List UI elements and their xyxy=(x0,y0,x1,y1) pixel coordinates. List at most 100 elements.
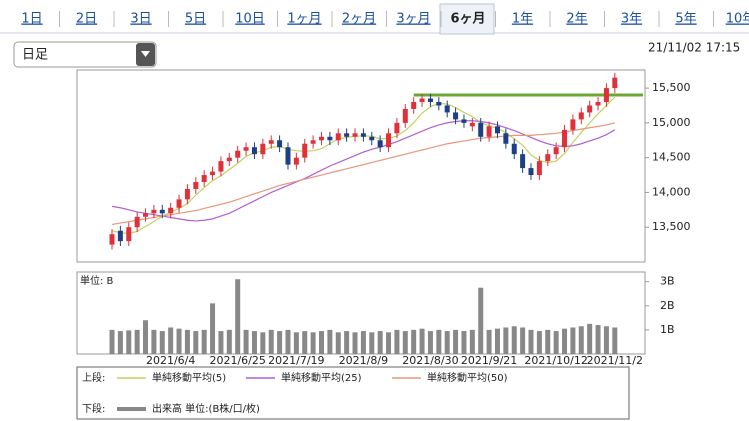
volume-bar xyxy=(562,328,568,354)
tab[interactable]: 5年 xyxy=(675,12,696,27)
legend-label: 単純移動平均(5) xyxy=(152,371,226,384)
active-tab-box xyxy=(439,3,495,35)
y-tick-label: 14,500 xyxy=(652,151,691,164)
volume-bar xyxy=(243,329,249,354)
candle-body xyxy=(176,199,182,208)
candle-body xyxy=(595,102,601,106)
tab[interactable]: 3日 xyxy=(130,12,151,27)
candle-body xyxy=(562,129,568,148)
candle-body xyxy=(327,136,333,141)
tab[interactable]: 10年 xyxy=(726,12,749,27)
candle-body xyxy=(511,143,517,155)
candle-body xyxy=(570,119,576,130)
volume-bar xyxy=(402,331,408,354)
candle-body xyxy=(143,213,149,217)
candle-body xyxy=(184,188,190,200)
tab[interactable]: 3年 xyxy=(621,12,642,27)
tab[interactable]: 6ヶ月 xyxy=(450,12,485,27)
dropdown-label[interactable]: 日足 xyxy=(22,48,48,63)
volume-bar xyxy=(226,329,232,354)
y-tick-label: 2B xyxy=(660,299,675,312)
volume-bar xyxy=(444,331,450,354)
candle-body xyxy=(218,161,224,172)
tab[interactable]: 1日 xyxy=(21,12,42,27)
x-tick-label: 2021/9/21 xyxy=(461,354,517,367)
candle-body xyxy=(444,105,450,113)
y-tick-label: 15,500 xyxy=(652,81,691,94)
candle-body xyxy=(109,234,115,245)
volume-bar xyxy=(159,331,165,354)
legend-label: 出来高 単位:(B株/口/枚) xyxy=(152,402,260,415)
tab[interactable]: 10日 xyxy=(235,12,265,27)
y-tick-label: 14,000 xyxy=(652,185,691,198)
tab[interactable]: 2年 xyxy=(566,12,587,27)
volume-bar xyxy=(126,330,132,354)
volume-bar xyxy=(511,326,517,354)
volume-bar xyxy=(117,331,123,354)
volume-bar xyxy=(109,329,115,354)
tab[interactable]: 2ヶ月 xyxy=(342,12,376,27)
candle-body xyxy=(587,105,593,113)
candle-body xyxy=(453,112,459,120)
moving-average-line xyxy=(111,122,615,226)
candle-body xyxy=(603,88,609,102)
volume-bar xyxy=(494,328,500,354)
volume-bar xyxy=(251,331,257,354)
candle-body xyxy=(151,209,157,214)
volume-bar xyxy=(344,331,350,354)
volume-bar xyxy=(168,327,174,354)
volume-bar xyxy=(386,332,392,354)
candle-body xyxy=(478,122,484,137)
volume-bar xyxy=(436,329,442,354)
volume-bar xyxy=(553,331,559,354)
candle-body xyxy=(411,102,417,109)
volume-bar xyxy=(293,332,299,354)
volume-bar xyxy=(235,279,241,354)
volume-bar xyxy=(335,332,341,354)
tab[interactable]: 5日 xyxy=(185,12,206,27)
candle-body xyxy=(494,126,500,134)
candle-body xyxy=(503,133,509,144)
candle-body xyxy=(344,133,350,137)
volume-bar xyxy=(176,328,182,354)
candle-body xyxy=(277,140,283,148)
candle-body xyxy=(310,140,316,144)
candle-body xyxy=(520,154,526,169)
volume-bar xyxy=(193,331,199,354)
candle-body xyxy=(427,98,433,102)
tab[interactable]: 2日 xyxy=(76,12,97,27)
candle-body xyxy=(612,77,618,89)
volume-bar xyxy=(453,329,459,354)
volume-bar xyxy=(210,303,216,354)
tab[interactable]: 3ヶ月 xyxy=(396,12,430,27)
volume-bar xyxy=(570,327,576,354)
tab[interactable]: 1年 xyxy=(512,12,533,27)
candle-body xyxy=(243,147,249,151)
candle-body xyxy=(553,147,559,155)
volume-bar xyxy=(419,328,425,354)
volume-bar xyxy=(302,331,308,354)
volume-bar xyxy=(277,331,283,354)
candle-body xyxy=(402,108,408,123)
volume-bar xyxy=(352,332,358,354)
tab[interactable]: 1ヶ月 xyxy=(287,12,321,27)
volume-bar xyxy=(578,326,584,354)
candle-body xyxy=(201,175,207,182)
candle-body xyxy=(436,102,442,106)
volume-bar xyxy=(478,287,484,354)
candle-body xyxy=(469,122,475,127)
y-tick-label: 13,500 xyxy=(652,220,691,233)
y-tick-label: 1B xyxy=(660,323,675,336)
candle-body xyxy=(126,227,132,242)
candle-body xyxy=(369,136,375,141)
legend-box xyxy=(76,366,630,420)
dropdown[interactable] xyxy=(13,41,157,68)
candle-body xyxy=(260,143,266,155)
candle-body xyxy=(394,122,400,134)
volume-bar xyxy=(319,331,324,354)
candle-body xyxy=(251,147,257,155)
volume-bar xyxy=(520,327,526,354)
volume-bar xyxy=(595,325,601,354)
volume-bar xyxy=(134,329,140,354)
